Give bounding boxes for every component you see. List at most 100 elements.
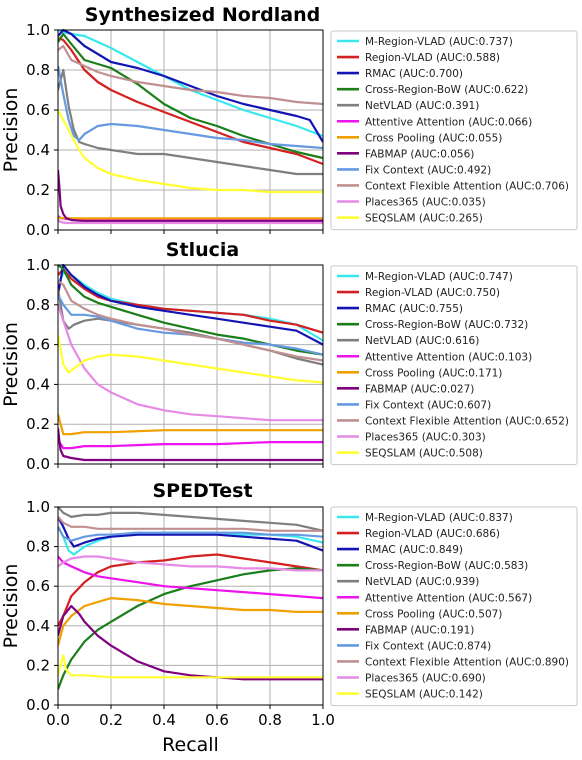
y-tick-label: 0.8 [26, 538, 50, 556]
chart-title: SPEDTest [152, 480, 252, 502]
y-axis-label: Precision [0, 564, 22, 649]
series-line-fabmap [58, 169, 323, 223]
legend-entry: Region-VLAD (AUC:0.686) [365, 528, 500, 540]
series-line-seqslam [58, 334, 323, 384]
series-line-places365 [58, 304, 323, 422]
legend-entry: Region-VLAD (AUC:0.750) [365, 287, 500, 299]
legend-entry: Places365 (AUC:0.303) [365, 432, 486, 444]
x-tick-label: 0.6 [205, 711, 229, 729]
x-tick-label: 0.2 [99, 711, 123, 729]
legend-entry: Cross Pooling (AUC:0.055) [365, 132, 502, 144]
series-line-fabmap [58, 604, 323, 681]
y-tick-label: 0.6 [26, 336, 50, 354]
series-line-cross-region-bow [58, 567, 323, 690]
legend-entry: Attentive Attention (AUC:0.103) [365, 351, 532, 363]
legend-entry: M-Region-VLAD (AUC:0.747) [365, 271, 513, 283]
series-line-cross-region-bow [58, 32, 323, 160]
series-line-places365 [58, 219, 323, 225]
y-tick-label: 0.6 [26, 101, 50, 119]
legend-entry: RMAC (AUC:0.755) [365, 303, 463, 315]
plot-frame [57, 29, 324, 231]
legend-entry: Cross Pooling (AUC:0.171) [365, 367, 502, 379]
y-tick-label: 1.0 [26, 21, 50, 39]
chart-title: Stlucia [166, 239, 239, 261]
legend-entry: Cross-Region-BoW (AUC:0.622) [365, 84, 528, 96]
legend-entry: Region-VLAD (AUC:0.588) [365, 52, 500, 64]
series-line-context-flexible-attention [58, 280, 323, 362]
y-tick-label: 0.4 [26, 617, 50, 635]
legend-entry: FABMAP (AUC:0.056) [365, 148, 474, 160]
y-tick-label: 0.6 [26, 577, 50, 595]
x-tick-label: 0.0 [46, 711, 70, 729]
legend-entry: Cross-Region-BoW (AUC:0.583) [365, 560, 528, 572]
series-line-region-vlad [58, 36, 323, 166]
chart-panel-3: SPEDTest 0.0 0.2 0.4 0.6 0.8 1.0 0.0 0.2 0.4 0.6 0.… [0, 480, 578, 756]
legend-entry: Attentive Attention (AUC:0.567) [365, 592, 532, 604]
chart-panel-2: Stlucia 0.0 0.2 0.4 0.6 0.8 1.0 Precision M-Regi… [0, 239, 578, 473]
y-tick-label: 0.0 [26, 221, 50, 239]
series-line-attentive-attention [58, 439, 323, 450]
legend-entry: SEQSLAM (AUC:0.265) [365, 213, 483, 225]
legend-entry: Attentive Attention (AUC:0.066) [365, 116, 532, 128]
series-line-fabmap [58, 428, 323, 462]
legend-entry: NetVLAD (AUC:0.616) [365, 335, 479, 347]
series-line-cross-pooling [58, 414, 323, 436]
series-group [58, 264, 323, 462]
series-line-cross-pooling [58, 596, 323, 646]
series-line-context-flexible-attention [58, 516, 323, 532]
legend-entry: Context Flexible Attention (AUC:0.890) [365, 656, 569, 668]
series-line-netvlad [58, 68, 323, 176]
plot-frame [57, 506, 324, 706]
series-line-fix-context [58, 294, 323, 356]
legend-entry: Fix Context (AUC:0.874) [365, 640, 491, 652]
series-line-region-vlad [58, 267, 323, 334]
series-group [58, 29, 323, 225]
legend: M-Region-VLAD (AUC:0.737) Region-VLAD (AU… [330, 30, 578, 231]
legend-entry: SEQSLAM (AUC:0.142) [365, 689, 483, 701]
legend-entry: NetVLAD (AUC:0.391) [365, 100, 479, 112]
x-tick-label: 1.0 [311, 711, 335, 729]
chart-panel-1: Synthesized Nordland 0.0 0.2 0.4 0.6 0.8 1.0 Pr… [0, 4, 578, 239]
y-tick-label: 0.2 [26, 415, 50, 433]
legend-entry: SEQSLAM (AUC:0.508) [365, 448, 483, 460]
series-line-context-flexible-attention [58, 44, 323, 106]
legend-entry: Places365 (AUC:0.035) [365, 197, 486, 209]
legend-entry: Cross Pooling (AUC:0.507) [365, 608, 502, 620]
legend-entry: RMAC (AUC:0.849) [365, 544, 463, 556]
series-line-region-vlad [58, 553, 323, 627]
y-tick-label: 0.8 [26, 61, 50, 79]
chart-title: Synthesized Nordland [85, 4, 320, 26]
series-line-rmac [58, 264, 323, 346]
y-tick-label: 0.4 [26, 141, 50, 159]
y-tick-label: 1.0 [26, 498, 50, 516]
x-axis-label: Recall [162, 734, 219, 756]
series-line-fix-context [58, 526, 323, 542]
y-tick-label: 0.2 [26, 656, 50, 674]
legend-entry: Context Flexible Attention (AUC:0.706) [365, 180, 569, 192]
series-group [58, 506, 323, 690]
legend-entry: Cross-Region-BoW (AUC:0.732) [365, 319, 528, 331]
y-tick-label: 0.0 [26, 455, 50, 473]
legend-entry: FABMAP (AUC:0.027) [365, 383, 474, 395]
series-line-m-region-vlad [58, 29, 323, 138]
series-line-netvlad [58, 506, 323, 532]
series-line-places365 [58, 555, 323, 572]
legend-entry: Context Flexible Attention (AUC:0.652) [365, 415, 569, 427]
series-line-m-region-vlad [58, 271, 323, 342]
legend-box [330, 265, 578, 466]
y-tick-label: 0.2 [26, 181, 50, 199]
plot-frame [57, 264, 324, 465]
series-line-fix-context [58, 65, 323, 150]
y-tick-label: 0.4 [26, 375, 50, 393]
y-axis-label: Precision [0, 88, 22, 173]
legend-entry: NetVLAD (AUC:0.939) [365, 576, 479, 588]
legend-box [330, 506, 578, 707]
legend-box [330, 30, 578, 231]
series-line-seqslam [58, 654, 323, 679]
series-line-rmac [58, 29, 323, 143]
legend-entry: Places365 (AUC:0.690) [365, 673, 486, 685]
legend-entry: Fix Context (AUC:0.492) [365, 164, 491, 176]
legend-entry: M-Region-VLAD (AUC:0.837) [365, 512, 513, 524]
legend: M-Region-VLAD (AUC:0.837) Region-VLAD (AU… [330, 506, 578, 707]
